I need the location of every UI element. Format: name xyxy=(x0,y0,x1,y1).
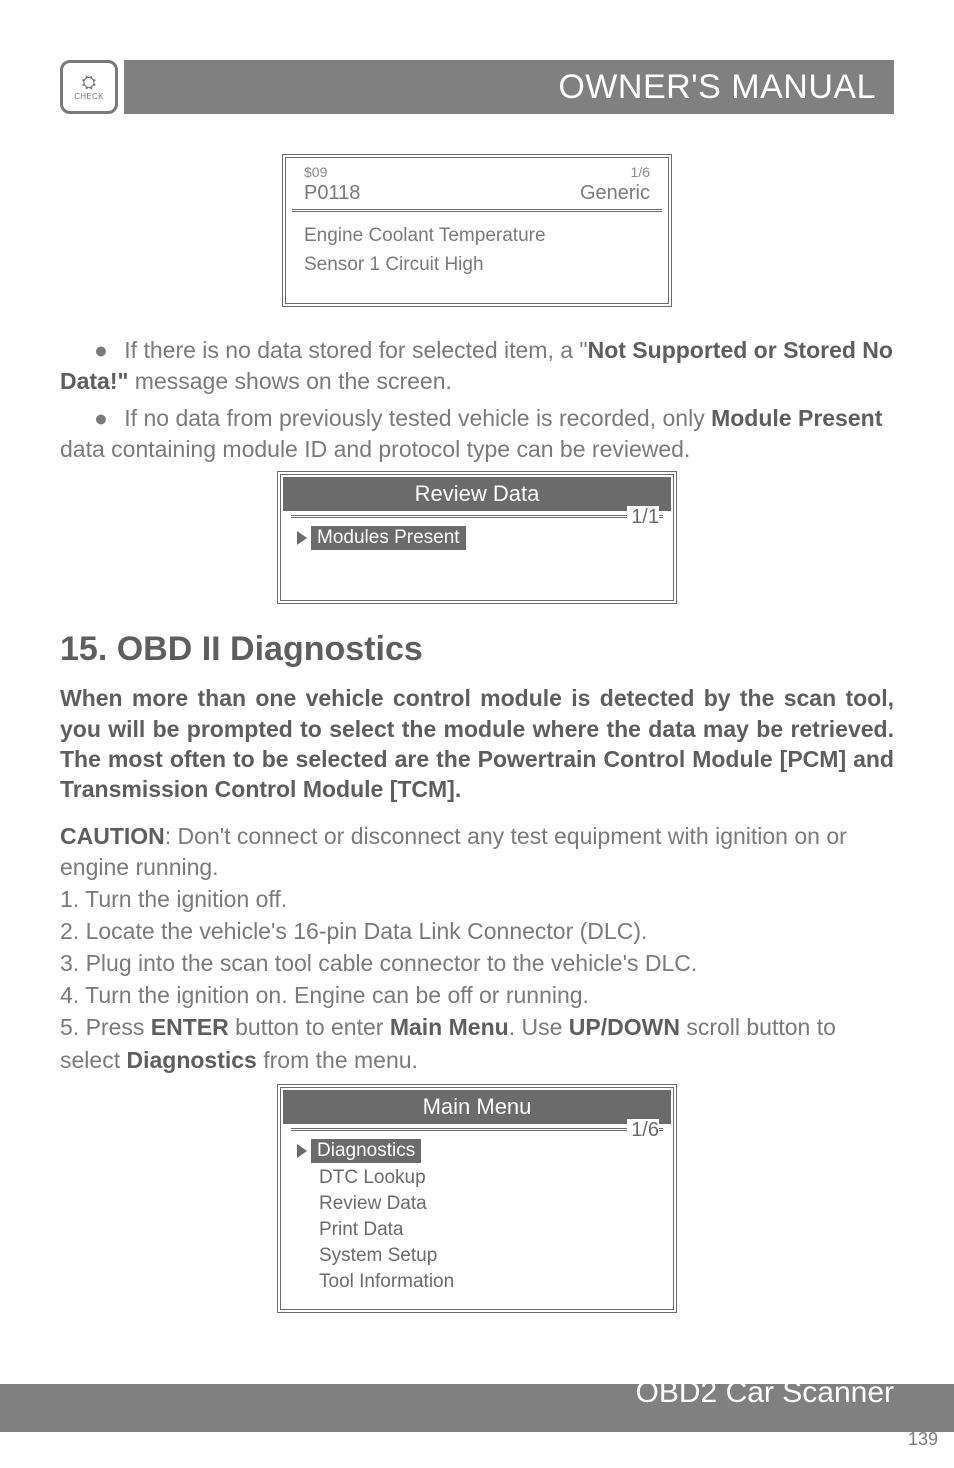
dtc-mode: Generic xyxy=(580,182,650,205)
menu-item-system-setup[interactable]: System Setup xyxy=(291,1243,663,1269)
note-mp-prefix: If no data from previously tested vehicl… xyxy=(124,405,711,431)
note-no-data-prefix: If there is no data stored for selected … xyxy=(124,337,587,363)
page-index: 1/6 xyxy=(627,1119,659,1142)
step5-c: button to enter xyxy=(229,1014,390,1040)
caution-paragraph: CAUTION: Don't connect or disconnect any… xyxy=(60,821,894,883)
engine-icon: ⛭ xyxy=(82,73,96,91)
caution-label: CAUTION xyxy=(60,823,165,849)
note-module-present: ● If no data from previously tested vehi… xyxy=(60,403,894,465)
header-title-bar: OWNER'S MANUAL xyxy=(124,60,894,114)
check-engine-badge: ⛭ CHECK xyxy=(60,60,118,114)
menu-item-print-data[interactable]: Print Data xyxy=(291,1217,663,1243)
step5-updown: UP/DOWN xyxy=(569,1014,680,1040)
menu-item-tool-information[interactable]: Tool Information xyxy=(291,1269,663,1295)
bullet-icon: ● xyxy=(94,337,108,363)
dtc-desc-line1: Engine Coolant Temperature xyxy=(304,222,650,251)
step-1: 1. Turn the ignition off. xyxy=(60,883,894,915)
footer-brand: OBD2 Car Scanner xyxy=(636,1376,894,1410)
menu-item-dtc-lookup[interactable]: DTC Lookup xyxy=(291,1165,663,1191)
dtc-description: Engine Coolant Temperature Sensor 1 Circ… xyxy=(286,212,668,303)
cursor-icon xyxy=(297,1144,307,1158)
screen-title: Main Menu xyxy=(283,1090,671,1124)
note-mp-strong: Module Present xyxy=(711,405,882,431)
menu-item-label: Review Data xyxy=(319,1193,427,1215)
step5-mainmenu: Main Menu xyxy=(390,1014,509,1040)
header-title: OWNER'S MANUAL xyxy=(558,68,876,107)
caution-text: : Don't connect or disconnect any test e… xyxy=(60,823,847,880)
menu-item-label: Modules Present xyxy=(311,526,466,550)
page-index: 1/6 xyxy=(631,164,650,180)
divider: 1/1 xyxy=(291,515,663,518)
menu-item-diagnostics[interactable]: Diagnostics xyxy=(291,1137,663,1165)
dtc-code: P0118 xyxy=(304,182,360,205)
page-number: 139 xyxy=(908,1429,938,1450)
step5-i: from the menu. xyxy=(257,1047,418,1073)
section-heading: 15. OBD II Diagnostics xyxy=(60,630,894,669)
step-5: 5. Press ENTER button to enter Main Menu… xyxy=(60,1011,894,1075)
divider: 1/6 xyxy=(291,1128,663,1131)
dtc-desc-line2: Sensor 1 Circuit High xyxy=(304,251,650,280)
badge-text: CHECK xyxy=(74,92,104,101)
footer-bar: OBD2 Car Scanner xyxy=(0,1384,954,1432)
menu-item-label: Tool Information xyxy=(319,1271,454,1293)
dtc-detail-screen: $09 1/6 P0118 Generic Engine Coolant Tem… xyxy=(282,154,672,307)
menu-item-label: Print Data xyxy=(319,1219,403,1241)
screen-title: Review Data xyxy=(283,477,671,511)
steps-list: 1. Turn the ignition off. 2. Locate the … xyxy=(60,883,894,1076)
step5-diagnostics: Diagnostics xyxy=(126,1047,256,1073)
step-4: 4. Turn the ignition on. Engine can be o… xyxy=(60,979,894,1011)
menu-item-modules-present[interactable]: Modules Present xyxy=(291,524,663,552)
menu-item-label: Diagnostics xyxy=(311,1139,421,1163)
step5-e: . Use xyxy=(509,1014,569,1040)
step5-a: 5. Press xyxy=(60,1014,151,1040)
menu-item-label: DTC Lookup xyxy=(319,1167,426,1189)
step-2: 2. Locate the vehicle's 16-pin Data Link… xyxy=(60,915,894,947)
note-no-data-suffix: message shows on the screen. xyxy=(128,368,451,394)
note-no-data: ● If there is no data stored for selecte… xyxy=(60,335,894,397)
bullet-icon: ● xyxy=(94,405,108,431)
note-mp-suffix: data containing module ID and protocol t… xyxy=(60,436,690,462)
cursor-icon xyxy=(297,531,307,545)
page-index: 1/1 xyxy=(627,506,659,529)
section-lead: When more than one vehicle control modul… xyxy=(60,683,894,804)
service-id: $09 xyxy=(304,164,327,180)
menu-item-review-data[interactable]: Review Data xyxy=(291,1191,663,1217)
page-header: ⛭ CHECK OWNER'S MANUAL xyxy=(60,60,894,114)
step5-enter: ENTER xyxy=(151,1014,229,1040)
main-menu-screen: Main Menu 1/6 Diagnostics DTC Lookup Rev… xyxy=(277,1084,677,1313)
menu-item-label: System Setup xyxy=(319,1245,437,1267)
review-data-screen: Review Data 1/1 Modules Present xyxy=(277,471,677,604)
step-3: 3. Plug into the scan tool cable connect… xyxy=(60,947,894,979)
